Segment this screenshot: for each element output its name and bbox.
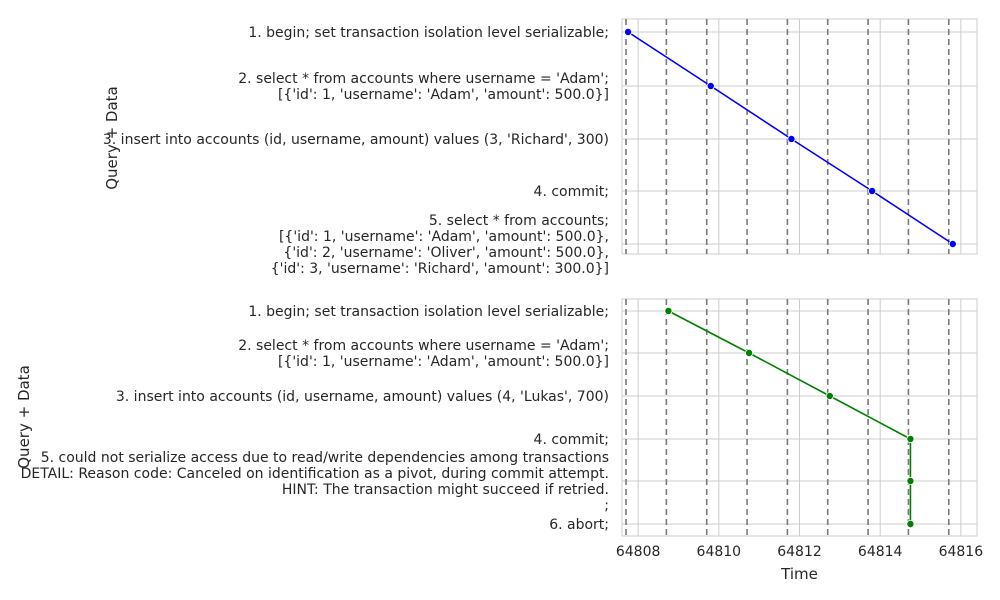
y-tick-label: [{'id': 1, 'username': 'Adam', 'amount':… — [278, 354, 609, 370]
data-point — [787, 134, 796, 143]
y-tick-label: HINT: The transaction might succeed if r… — [282, 482, 609, 498]
x-tick-label: 64816 — [939, 544, 984, 560]
x-tick-label: 64814 — [858, 544, 903, 560]
y-tick-label: 3. insert into accounts (id, username, a… — [116, 389, 609, 405]
y-tick-label: 1. begin; set transaction isolation leve… — [248, 25, 609, 41]
data-point — [906, 434, 915, 443]
y-tick-label: 5. could not serialize access due to rea… — [41, 450, 609, 466]
y-tick-label: 5. select * from accounts; — [429, 213, 609, 229]
x-axis-label: Time — [780, 565, 818, 583]
y-tick-label: [{'id': 1, 'username': 'Adam', 'amount':… — [279, 229, 609, 245]
y-tick-label: 1. begin; set transaction isolation leve… — [248, 304, 609, 320]
y-tick-label: {'id': 2, 'username': 'Oliver', 'amount'… — [283, 245, 609, 261]
y-tick-label: [{'id': 1, 'username': 'Adam', 'amount':… — [278, 87, 609, 103]
data-point — [906, 476, 915, 485]
y-tick-label: 2. select * from accounts where username… — [238, 338, 609, 354]
y-tick-label: DETAIL: Reason code: Canceled on identif… — [21, 466, 609, 482]
data-point — [664, 306, 673, 315]
chart-panel-1: 1. begin; set transaction isolation leve… — [103, 18, 978, 277]
data-point — [906, 520, 915, 529]
data-point — [825, 391, 834, 400]
y-tick-label: 6. abort; — [549, 517, 609, 533]
y-tick-label: 3. insert into accounts (id, username, a… — [103, 132, 609, 148]
y-tick-label: 4. commit; — [534, 184, 609, 200]
y-tick-label: ; — [604, 498, 609, 514]
y-axis-label: Query + Data — [103, 86, 121, 190]
data-point — [948, 239, 957, 248]
x-tick-label: 64812 — [777, 544, 822, 560]
x-tick-label: 64810 — [697, 544, 742, 560]
y-tick-label: 2. select * from accounts where username… — [238, 71, 609, 87]
data-point — [706, 82, 715, 91]
chart-panel-2: 1. begin; set transaction isolation leve… — [15, 298, 984, 583]
data-point — [868, 186, 877, 195]
y-axis-label: Query + Data — [15, 365, 33, 469]
series-line — [668, 310, 912, 524]
y-tick-label: {'id': 3, 'username': 'Richard', 'amount… — [271, 261, 609, 277]
data-point — [745, 348, 754, 357]
x-tick-label: 64808 — [616, 544, 661, 560]
data-point — [624, 27, 633, 36]
y-tick-label: 4. commit; — [534, 432, 609, 448]
